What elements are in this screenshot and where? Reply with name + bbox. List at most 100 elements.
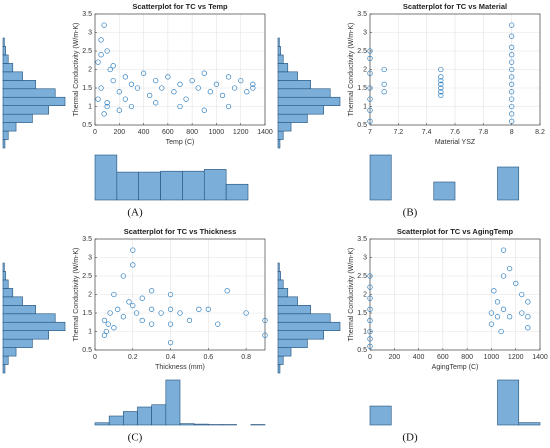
point <box>103 328 109 335</box>
point <box>107 66 113 73</box>
x-histogram-bar <box>179 423 195 426</box>
point <box>104 100 110 106</box>
y-histogram-bar <box>277 321 341 331</box>
y-tick-label: 2 <box>88 66 92 73</box>
point <box>509 59 515 65</box>
point <box>167 339 174 346</box>
point <box>115 306 121 312</box>
y-tick-label: 3.5 <box>357 236 367 243</box>
x-tick-label: 600 <box>437 354 449 361</box>
x-histogram-bar <box>138 171 161 201</box>
y-tick-label: 2.5 <box>82 48 92 55</box>
point <box>139 317 145 324</box>
point <box>167 306 174 312</box>
point <box>153 77 159 84</box>
y-histogram-bar <box>2 271 6 281</box>
y-tick-label: 1 <box>88 328 92 335</box>
y-histogram-bar <box>2 71 23 81</box>
point <box>101 22 107 28</box>
point <box>509 74 515 80</box>
point <box>104 48 110 54</box>
point <box>262 332 268 338</box>
x-tick-label: 7.2 <box>393 129 403 136</box>
y-tick-label: 2.5 <box>357 273 367 280</box>
y-histogram-bar <box>2 46 6 56</box>
point <box>367 107 373 113</box>
point <box>140 70 147 76</box>
point <box>146 92 153 99</box>
point <box>189 77 195 84</box>
y-histogram-bar <box>277 46 281 56</box>
point <box>509 96 515 102</box>
point <box>367 284 373 290</box>
point <box>139 295 145 301</box>
point <box>438 92 444 99</box>
x-tick-label: 0 <box>368 354 372 361</box>
point <box>438 85 444 91</box>
point <box>381 81 387 87</box>
y-histogram-bar <box>277 279 284 289</box>
y-tick-label: 3.5 <box>357 11 367 18</box>
panel-label: (B) <box>403 207 418 219</box>
point <box>133 310 140 316</box>
axes-box <box>94 238 266 351</box>
x-tick-label: 600 <box>162 129 174 136</box>
point <box>105 321 111 327</box>
y-histogram-bar <box>277 113 308 123</box>
y-tick-label: 3 <box>88 254 92 261</box>
y-histogram-bar <box>2 279 9 289</box>
point <box>525 314 531 320</box>
point <box>225 103 232 110</box>
point <box>201 70 207 76</box>
x-tick-label: 0 <box>93 354 97 361</box>
x-axis-label: Temp (C) <box>166 139 195 146</box>
point <box>525 325 531 331</box>
chart-title: Scatterplot for TC vs Material <box>403 2 507 11</box>
x-tick-label: 0.8 <box>241 354 251 361</box>
x-histogram-bar <box>497 166 520 201</box>
y-histogram-bar <box>277 355 284 365</box>
y-tick-label: 2 <box>363 291 367 298</box>
point <box>186 317 193 324</box>
x-tick-label: 200 <box>388 354 400 361</box>
y-axis-label: Thermal Conductivity (W/m-K) <box>348 248 355 342</box>
point <box>506 265 513 272</box>
point <box>509 33 515 39</box>
axes-box <box>369 13 541 126</box>
y-tick-label: 1 <box>363 103 367 110</box>
y-histogram-bar <box>2 262 5 272</box>
point <box>494 299 501 305</box>
y-histogram-bar <box>277 330 324 340</box>
x-histogram-bar <box>497 379 520 426</box>
point <box>149 306 155 312</box>
point <box>201 107 207 113</box>
x-axis-label: AgingTemp (C) <box>432 364 479 371</box>
y-tick-label: 3 <box>363 29 367 36</box>
point <box>491 288 497 294</box>
point <box>120 314 126 320</box>
point <box>158 310 164 316</box>
x-tick-label: 1400 <box>257 129 273 136</box>
point <box>367 343 373 349</box>
point <box>500 273 507 279</box>
x-histogram-bar <box>203 169 227 201</box>
x-axis-label: Thickness (mm) <box>155 364 205 371</box>
x-histogram-bar <box>137 406 152 426</box>
x-tick-label: 0.4 <box>166 354 176 361</box>
y-histogram-bar <box>2 313 56 323</box>
point <box>231 85 238 91</box>
y-histogram-bar <box>277 313 331 323</box>
x-histogram-bar <box>151 404 167 426</box>
point <box>165 74 171 80</box>
point <box>130 262 136 268</box>
x-histogram-bar <box>116 171 140 201</box>
point <box>134 85 141 91</box>
point <box>519 310 525 316</box>
x-tick-label: 800 <box>186 129 198 136</box>
point <box>250 81 256 87</box>
point <box>250 85 256 91</box>
x-histogram-bar <box>123 411 138 426</box>
y-histogram-bar <box>277 139 281 149</box>
point <box>111 325 117 331</box>
